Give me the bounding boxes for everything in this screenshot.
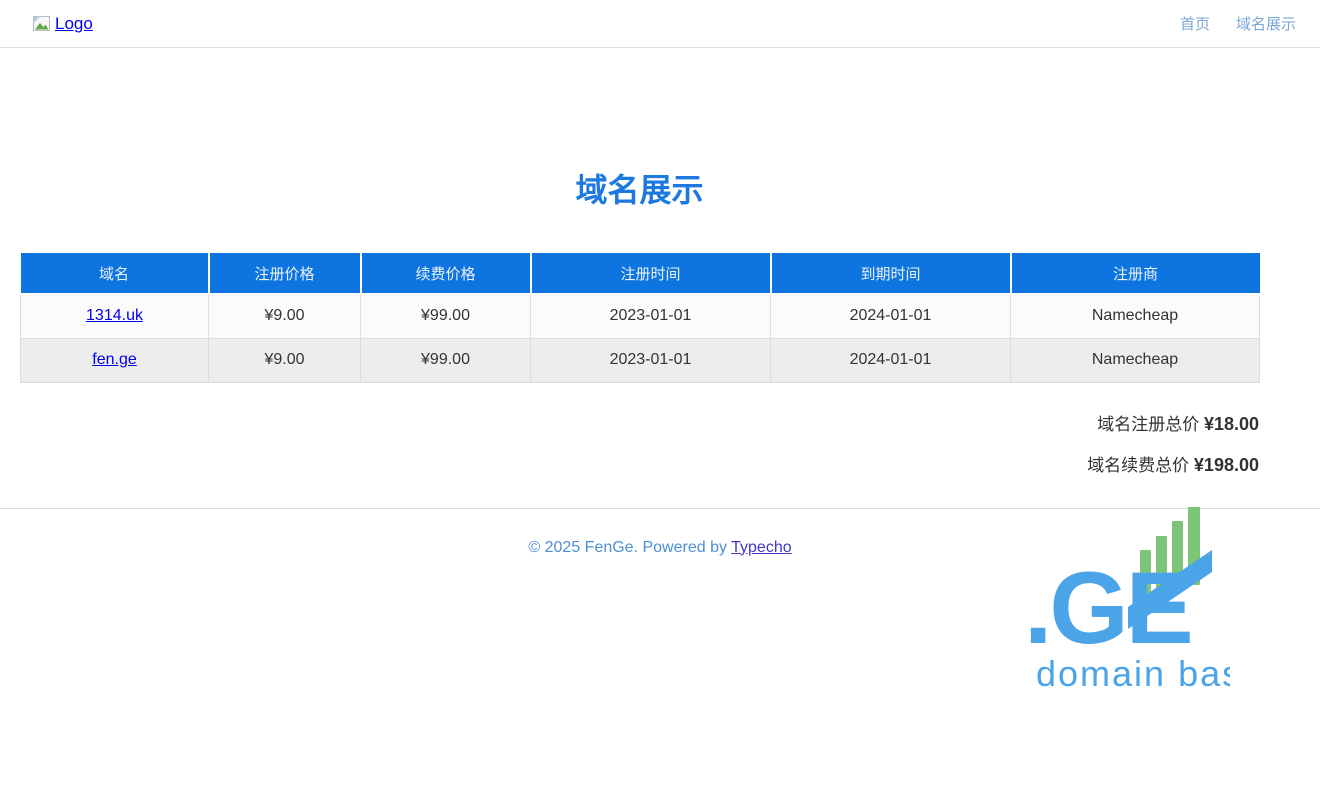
renewal-total-label: 域名续费总价 bbox=[1087, 455, 1190, 475]
renewal-total: 域名续费总价 ¥198.00 bbox=[20, 455, 1259, 476]
registration-total: 域名注册总价 ¥18.00 bbox=[20, 414, 1259, 435]
table-row: 1314.uk ¥9.00 ¥99.00 2023-01-01 2024-01-… bbox=[20, 293, 1260, 339]
cell-domain: fen.ge bbox=[20, 337, 209, 383]
cell-registrar: Namecheap bbox=[1010, 293, 1260, 339]
col-header-renew-price: 续费价格 bbox=[360, 253, 532, 295]
broken-image-icon bbox=[32, 14, 52, 33]
svg-text:.GE: .GE bbox=[1028, 551, 1191, 665]
typecho-link[interactable]: Typecho bbox=[731, 538, 792, 556]
totals-summary: 域名注册总价 ¥18.00 域名续费总价 ¥198.00 bbox=[20, 414, 1259, 476]
svg-text:domain base: domain base bbox=[1036, 653, 1230, 694]
col-header-expire-date: 到期时间 bbox=[770, 253, 1012, 295]
cell-reg-price: ¥9.00 bbox=[208, 337, 361, 383]
domain-table: 域名 注册价格 续费价格 注册时间 到期时间 注册商 1314.uk ¥9.00… bbox=[20, 253, 1260, 383]
ge-domain-base-logo-image: .GE domain base bbox=[1024, 506, 1262, 694]
cell-reg-date: 2023-01-01 bbox=[530, 337, 771, 383]
col-header-reg-price: 注册价格 bbox=[208, 253, 362, 295]
renewal-total-amount: ¥198.00 bbox=[1193, 454, 1259, 475]
cell-renew-price: ¥99.00 bbox=[360, 337, 531, 383]
copyright-text: © 2025 FenGe. Powered by bbox=[528, 538, 727, 556]
col-header-domain: 域名 bbox=[20, 253, 210, 295]
cell-expire-date: 2024-01-01 bbox=[770, 293, 1011, 339]
registration-total-amount: ¥18.00 bbox=[1203, 413, 1259, 434]
col-header-reg-date: 注册时间 bbox=[530, 253, 772, 295]
logo-link[interactable]: Logo bbox=[32, 14, 93, 34]
table-row: fen.ge ¥9.00 ¥99.00 2023-01-01 2024-01-0… bbox=[20, 337, 1260, 383]
domain-table-header: 域名 注册价格 续费价格 注册时间 到期时间 注册商 bbox=[20, 253, 1260, 295]
cell-reg-date: 2023-01-01 bbox=[530, 293, 771, 339]
cell-domain: 1314.uk bbox=[20, 293, 209, 339]
nav-item-home[interactable]: 首页 bbox=[1179, 16, 1210, 33]
cell-registrar: Namecheap bbox=[1010, 337, 1260, 383]
nav-menu: 首页 域名展示 bbox=[1180, 13, 1296, 34]
main-content: 域名展示 域名 注册价格 续费价格 注册时间 到期时间 注册商 1314.uk … bbox=[20, 172, 1260, 508]
logo-alt-text: Logo bbox=[55, 13, 93, 33]
col-header-registrar: 注册商 bbox=[1010, 253, 1260, 295]
nav-item-domains[interactable]: 域名展示 bbox=[1235, 16, 1296, 33]
cell-renew-price: ¥99.00 bbox=[360, 293, 531, 339]
page-title: 域名展示 bbox=[575, 172, 704, 208]
page-footer: © 2025 FenGe. Powered by Typecho .GE dom… bbox=[0, 506, 1320, 800]
registration-total-label: 域名注册总价 bbox=[1097, 414, 1200, 434]
domain-link[interactable]: 1314.uk bbox=[86, 307, 143, 325]
cell-expire-date: 2024-01-01 bbox=[770, 337, 1011, 383]
domain-link[interactable]: fen.ge bbox=[92, 351, 137, 368]
top-navbar: Logo 首页 域名展示 bbox=[0, 0, 1320, 48]
cell-reg-price: ¥9.00 bbox=[208, 293, 361, 339]
